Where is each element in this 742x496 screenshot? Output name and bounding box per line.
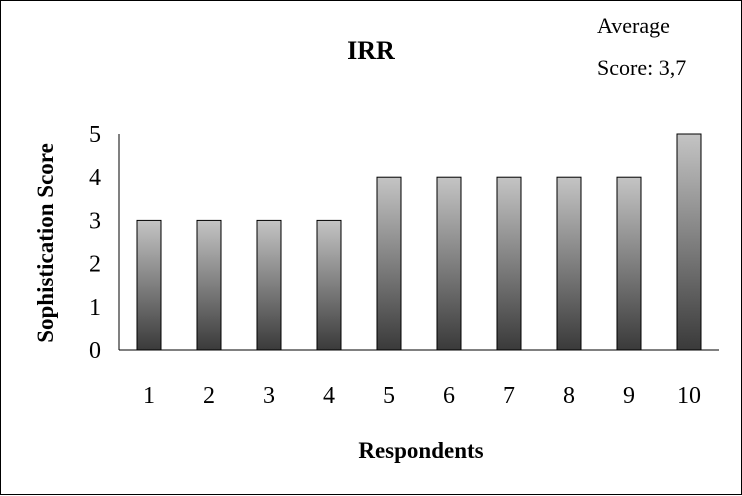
bar-7 [496,176,522,351]
bar-1 [136,219,162,351]
bar-10 [676,133,702,351]
x-tick-label-8: 8 [563,383,575,409]
x-tick-label-6: 6 [443,383,455,409]
y-tick-label-1: 1 [89,295,101,321]
bar-4 [316,219,342,351]
y-tick-label-2: 2 [89,252,101,278]
bar-5 [376,176,402,351]
plot-area: 0 1 2 3 4 5 1 2 3 4 5 6 7 8 9 10 [89,122,719,409]
y-tick-label-0: 0 [89,338,101,364]
y-axis-label: Sophistication Score [33,143,58,343]
chart-title: IRR [347,36,395,65]
bar-2 [196,219,222,351]
average-score-label-line2: Score: 3,7 [597,55,686,80]
bar-9 [616,176,642,351]
x-tick-label-9: 9 [623,383,635,409]
bar-3 [256,219,282,351]
x-tick-label-7: 7 [503,383,515,409]
x-tick-label-10: 10 [677,383,701,409]
bar-8 [556,176,582,351]
x-tick-label-3: 3 [263,383,275,409]
y-tick-label-3: 3 [89,208,101,234]
x-tick-label-1: 1 [143,383,155,409]
average-score-label-line1: Average [597,13,670,38]
bar-6 [436,176,462,351]
y-tick-label-5: 5 [89,122,101,148]
x-tick-label-2: 2 [203,383,215,409]
y-tick-label-4: 4 [89,165,101,191]
x-axis-label: Respondents [358,438,483,463]
x-tick-label-4: 4 [323,383,335,409]
x-tick-label-5: 5 [383,383,395,409]
